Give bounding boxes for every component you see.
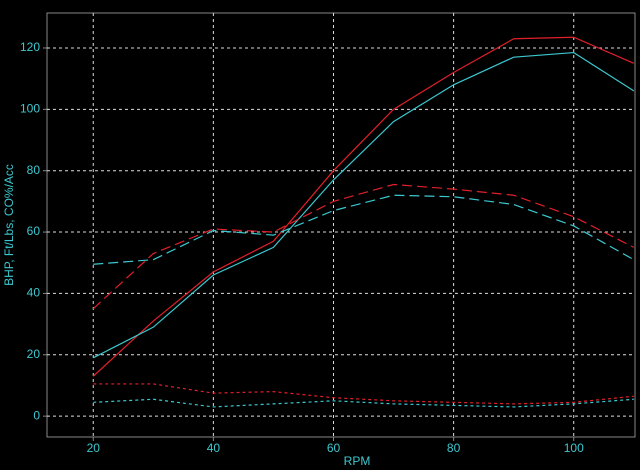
x-tick-label: 20 — [87, 441, 101, 455]
x-tick-label: 100 — [564, 441, 584, 455]
series-line — [92, 51, 635, 359]
y-axis-label: BHP, Ft/Lbs, CO%/Acc — [2, 164, 16, 286]
plot-frame — [46, 12, 636, 438]
y-tick-label: 0 — [33, 408, 40, 422]
y-tick-label: 20 — [27, 347, 41, 361]
series-line — [92, 36, 635, 377]
x-tick-label: 80 — [447, 441, 461, 455]
series-line — [92, 183, 635, 310]
x-tick-label: 40 — [207, 441, 221, 455]
y-tick-label: 100 — [20, 102, 40, 116]
series-line — [93, 194, 635, 265]
x-axis-label: RPM — [344, 454, 371, 468]
y-tick-label: 80 — [27, 163, 41, 177]
series-line — [93, 383, 634, 405]
series-line — [93, 398, 634, 408]
y-tick-label: 40 — [27, 286, 41, 300]
y-tick-label: 60 — [27, 224, 41, 238]
y-tick-label: 120 — [20, 40, 40, 54]
x-tick-label: 60 — [327, 441, 341, 455]
